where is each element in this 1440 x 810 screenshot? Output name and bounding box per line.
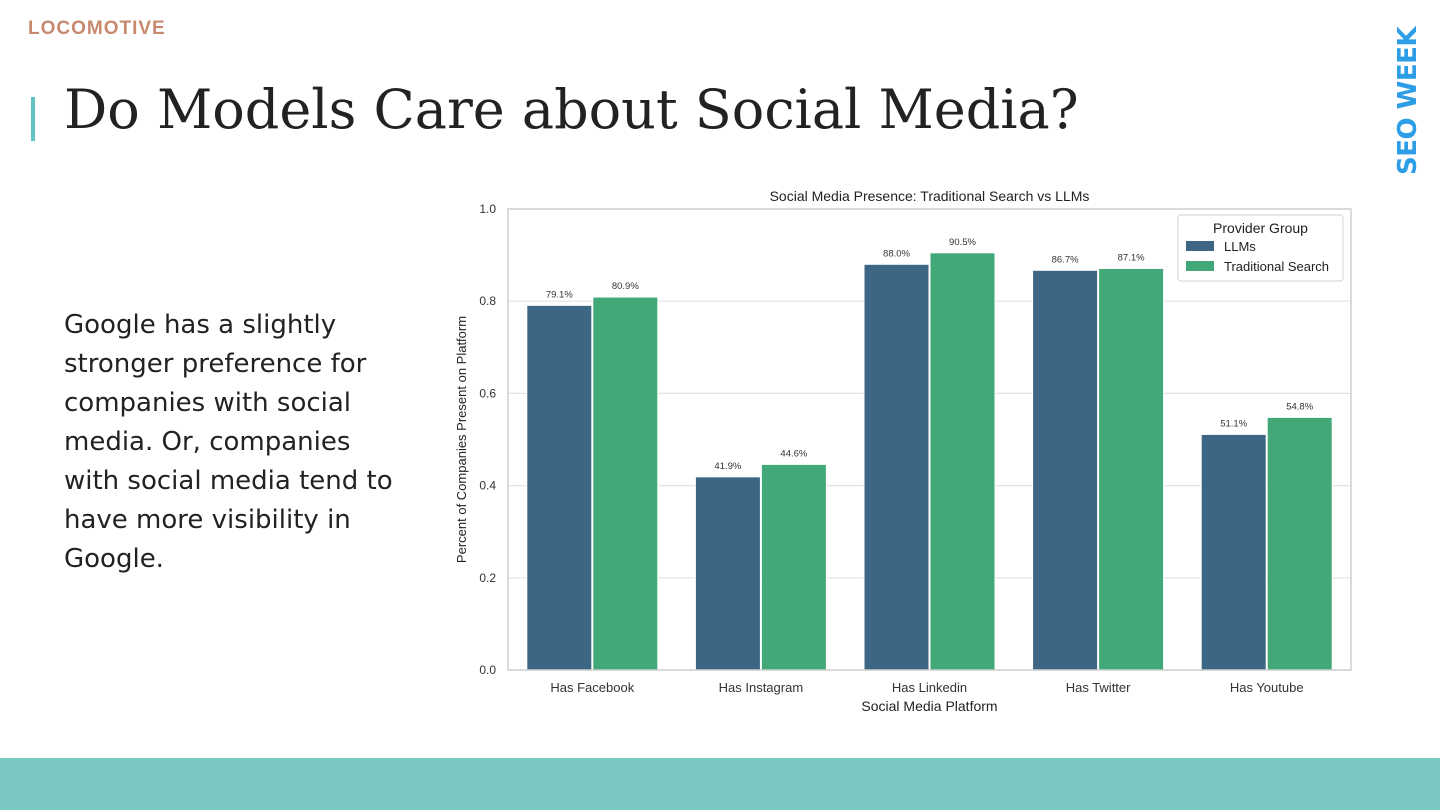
x-tick-label: Has Twitter	[1066, 680, 1131, 695]
footer-band	[0, 758, 1440, 810]
x-tick-label: Has Instagram	[719, 680, 804, 695]
bar-value-label: 90.5%	[949, 237, 976, 248]
slide-title: Do Models Care about Social Media?	[64, 78, 1079, 141]
legend-label: LLMs	[1224, 239, 1256, 254]
legend-swatch	[1186, 261, 1214, 271]
bar	[760, 463, 827, 671]
bar	[694, 476, 761, 671]
bar	[863, 263, 930, 671]
x-tick-label: Has Linkedin	[892, 680, 967, 695]
y-tick-label: 0.8	[479, 294, 496, 308]
bar	[929, 252, 996, 671]
y-tick-label: 0.0	[479, 663, 496, 677]
chart-title: Social Media Presence: Traditional Searc…	[770, 188, 1090, 204]
x-tick-label: Has Youtube	[1230, 680, 1304, 695]
y-tick-label: 1.0	[479, 202, 496, 216]
bar-value-label: 86.7%	[1052, 254, 1079, 265]
plot-border	[507, 208, 1352, 671]
bar-value-label: 51.1%	[1220, 418, 1247, 429]
slide-body-text: Google has a slightly stronger preferenc…	[64, 310, 393, 574]
bar-value-label: 41.9%	[714, 461, 741, 472]
bar-value-label: 80.9%	[612, 281, 639, 292]
legend-label: Traditional Search	[1224, 259, 1329, 274]
bar	[526, 304, 593, 671]
legend-swatch	[1186, 241, 1214, 251]
bar-value-label: 88.0%	[883, 248, 910, 259]
legend-box	[1177, 214, 1344, 282]
social-media-chart: 0.0 0.2 0.4 0.6 0.8 1.0 79.1% 80.9% Has Facebook…	[454, 188, 1352, 714]
y-tick-label: 0.2	[479, 571, 496, 585]
bar	[1032, 269, 1099, 671]
bar-value-label: 44.6%	[780, 448, 807, 459]
seo-week-logo: SEO WEEK	[1393, 27, 1423, 175]
title-accent-bar	[31, 97, 35, 141]
bar-value-label: 79.1%	[546, 289, 573, 300]
y-tick-label: 0.6	[479, 386, 496, 400]
x-axis-label: Social Media Platform	[861, 698, 997, 714]
y-axis-label: Percent of Companies Present on Platform	[454, 316, 469, 563]
legend-title: Provider Group	[1213, 220, 1308, 236]
x-tick-label: Has Facebook	[550, 680, 634, 695]
bar	[1266, 416, 1333, 671]
bar	[1098, 267, 1165, 671]
bar	[1200, 433, 1267, 671]
locomotive-logo: LOCOMOTIVE	[28, 18, 166, 39]
chart-container: 0.0 0.2 0.4 0.6 0.8 1.0 79.1% 80.9% Has Facebook…	[440, 180, 1360, 729]
bar-value-label: 54.8%	[1286, 401, 1313, 412]
bar	[592, 296, 659, 671]
bar-value-label: 87.1%	[1118, 252, 1145, 263]
y-tick-label: 0.4	[479, 479, 496, 493]
